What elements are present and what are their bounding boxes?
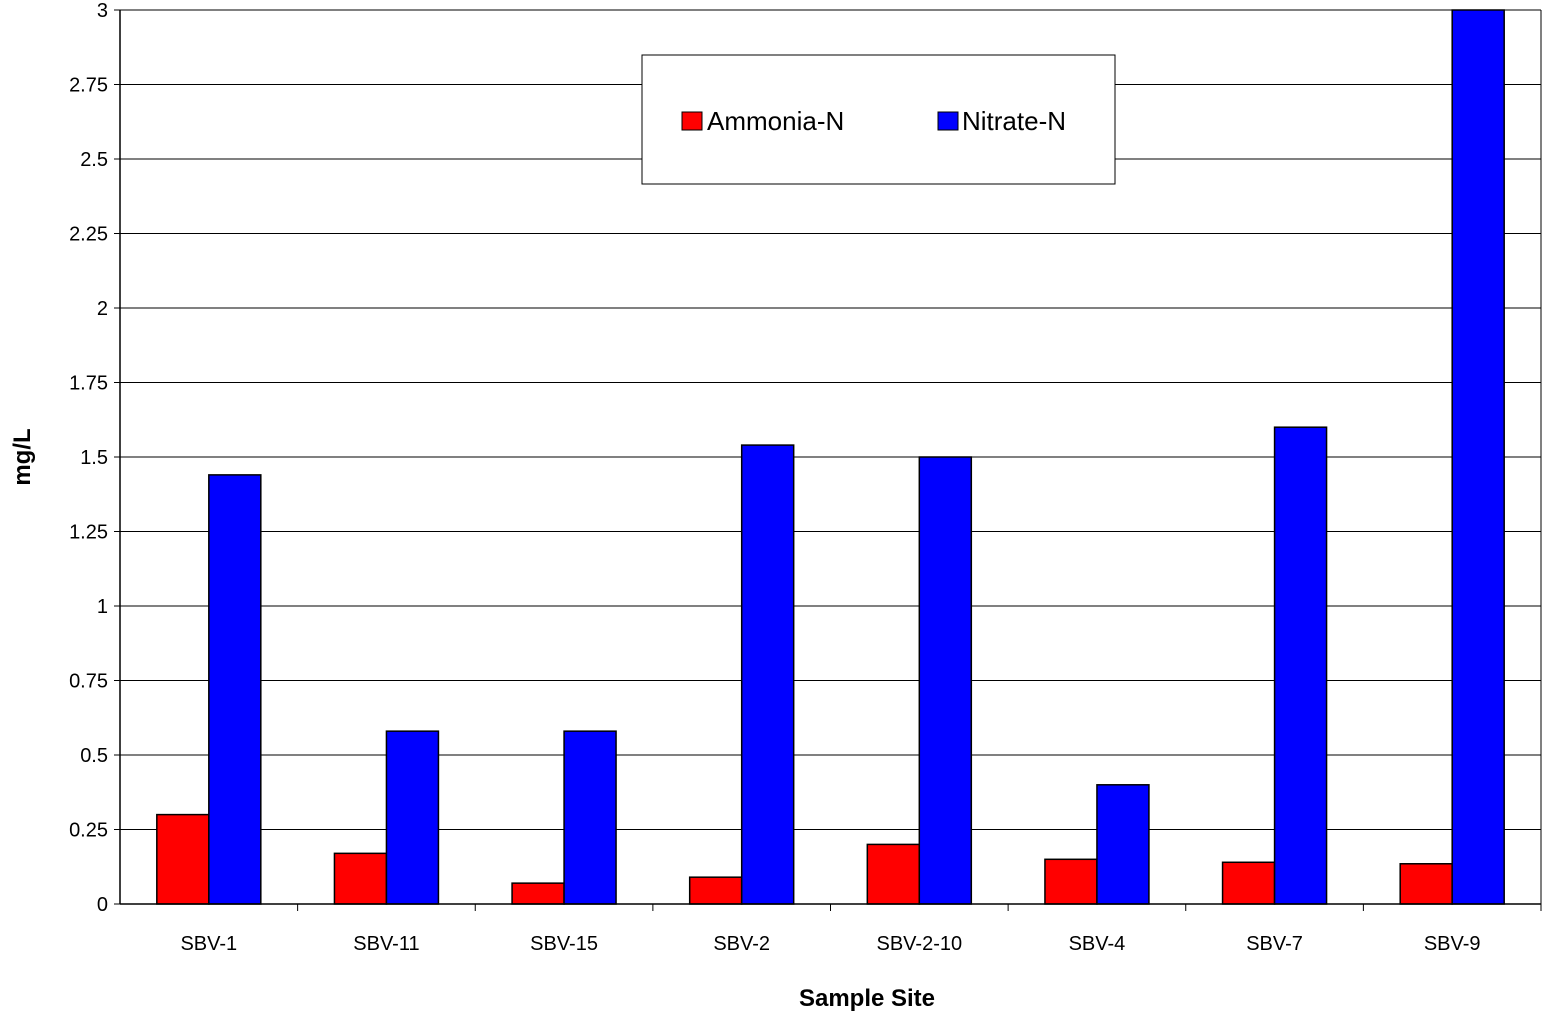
bar-ammonia-n-sbv-7	[1221, 861, 1276, 905]
y-tick-label: 1	[97, 596, 108, 618]
x-tick-label: SBV-1	[180, 933, 237, 955]
y-tick-label: 2.25	[69, 224, 108, 246]
legend-swatch-nitrate	[937, 111, 959, 131]
x-tick-label: SBV-4	[1069, 933, 1126, 955]
bar-nitrate-n-sbv-7	[1273, 426, 1328, 905]
x-tick-label: SBV-2	[713, 933, 770, 955]
bar-ammonia-n-sbv-1	[156, 813, 210, 905]
y-tick-label: 1.25	[69, 522, 108, 544]
y-tick-label: 0.5	[80, 745, 108, 767]
bar-nitrate-n-sbv-4	[1096, 784, 1150, 905]
y-tick-label: 1.75	[69, 373, 108, 395]
y-tick-label: 2.5	[80, 149, 108, 171]
bar-nitrate-n-sbv-11	[385, 730, 440, 905]
bar-nitrate-n-sbv-2	[740, 444, 795, 905]
x-tick-label: SBV-2-10	[877, 933, 963, 955]
y-tick-label: 1.5	[80, 447, 108, 469]
legend-label-nitrate: Nitrate-N	[962, 106, 1066, 136]
bar-ammonia-n-sbv-9	[1399, 863, 1453, 905]
bar-nitrate-n-sbv-1	[208, 474, 262, 905]
y-tick-label: 3	[97, 0, 108, 22]
bar-ammonia-n-sbv-2-10	[866, 843, 921, 905]
y-tick-label: 0.75	[69, 671, 108, 693]
bars	[156, 9, 1505, 905]
x-axis-title: Sample Site	[799, 985, 935, 1012]
legend-label-ammonia: Ammonia-N	[707, 106, 844, 136]
legend-box	[641, 54, 1116, 185]
y-tick-label: 2	[97, 298, 108, 320]
legend: Ammonia-N Nitrate-N	[641, 54, 1116, 185]
bar-ammonia-n-sbv-15	[511, 882, 565, 905]
y-tick-label: 0.25	[69, 820, 108, 842]
bar-nitrate-n-sbv-2-10	[918, 456, 973, 905]
y-tick-labels: 0 0.25 0.5 0.75 1 1.25 1.5 1.75 2 2.25 2.5 2.75 3	[69, 0, 120, 916]
x-tick-labels: SBV-1 SBV-11 SBV-15 SBV-2 SBV-2-10 SBV-4 SBV-7…	[180, 904, 1542, 955]
y-tick-label: 2.75	[69, 75, 108, 97]
x-tick-label: SBV-7	[1246, 933, 1303, 955]
y-tick-label: 0	[97, 894, 108, 916]
bar-ammonia-n-sbv-4	[1044, 858, 1098, 905]
bar-ammonia-n-sbv-11	[333, 852, 388, 905]
y-axis-title: mg/L	[9, 428, 36, 485]
bar-nitrate-n-sbv-9	[1451, 9, 1505, 905]
x-tick-label: SBV-9	[1424, 933, 1481, 955]
legend-swatch-ammonia	[681, 111, 703, 131]
bar-ammonia-n-sbv-2	[688, 876, 743, 905]
x-tick-label: SBV-15	[530, 933, 598, 955]
x-tick-label: SBV-11	[353, 933, 419, 955]
bar-nitrate-n-sbv-15	[563, 730, 617, 905]
